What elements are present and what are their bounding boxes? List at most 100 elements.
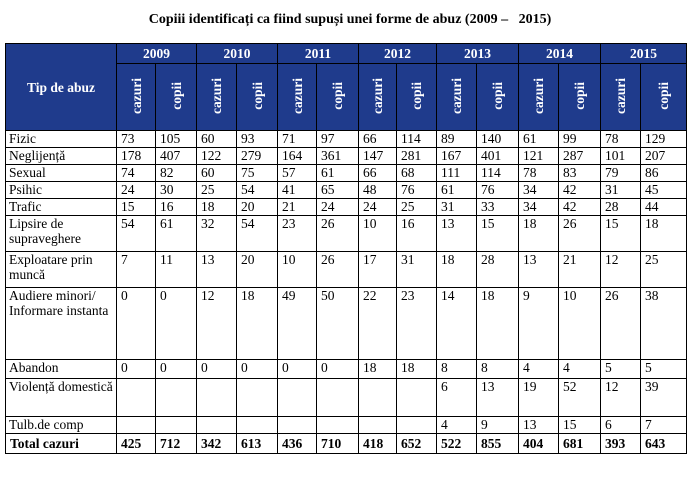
copii-header: copii xyxy=(558,63,602,131)
cazuri-cell: 18 xyxy=(436,251,478,288)
copii-cell: 42 xyxy=(558,198,602,216)
cazuri-cell: 48 xyxy=(358,181,398,199)
copii-cell: 18 xyxy=(476,287,520,360)
copii-cell: 76 xyxy=(396,181,438,199)
sub-header-label: copii xyxy=(168,81,184,110)
cazuri-cell xyxy=(277,416,317,434)
abuse-type-label: Tulb.de comp xyxy=(5,416,117,434)
copii-cell: 13 xyxy=(476,378,520,417)
abuse-type-label: Lipsire de supraveghere xyxy=(5,215,117,252)
copii-cell: 20 xyxy=(236,198,278,216)
table-row: Neglijență 178 407 122 279 164 361 147 281 167 401… xyxy=(5,147,688,165)
year-header: 2014 xyxy=(518,43,602,64)
cazuri-cell: 122 xyxy=(196,147,237,165)
copii-cell: 93 xyxy=(236,130,278,148)
sub-header-label: cazuri xyxy=(209,77,224,114)
abuse-type-label: Fizic xyxy=(5,130,117,148)
table-row: Tulb.de comp 4 9 13 15 6 7 xyxy=(5,416,688,434)
abuse-type-label: Exploatare prin muncă xyxy=(5,251,117,288)
copii-cell: 99 xyxy=(558,130,602,148)
copii-cell: 61 xyxy=(155,215,197,252)
cazuri-cell: 23 xyxy=(277,215,317,252)
year-header: 2009 xyxy=(116,43,197,64)
copii-cell: 8 xyxy=(476,359,520,379)
table-title: Copiii identificați ca fiind supuși unei… xyxy=(148,12,552,27)
copii-cell: 18 xyxy=(396,359,438,379)
copii-cell: 15 xyxy=(476,215,520,252)
copii-cell: 0 xyxy=(155,359,197,379)
total-cell: 404 xyxy=(518,433,560,454)
cazuri-header: cazuri xyxy=(358,63,398,131)
copii-header: copii xyxy=(396,63,438,131)
table-row: Sexual 74 82 60 75 57 61 66 68 111 114 78 83 79 86 xyxy=(5,164,688,182)
copii-cell: 50 xyxy=(315,287,360,360)
copii-cell: 5 xyxy=(640,359,688,379)
total-row: Total cazuri 425 712 342 613 436 710 418 652 522 8… xyxy=(5,433,688,454)
total-cell: 855 xyxy=(476,433,520,454)
copii-cell xyxy=(396,416,438,434)
cazuri-header: cazuri xyxy=(116,63,156,131)
copii-cell: 129 xyxy=(640,130,688,148)
copii-cell: 21 xyxy=(558,251,602,288)
copii-cell xyxy=(155,416,197,434)
cazuri-cell: 25 xyxy=(196,181,237,199)
copii-cell: 33 xyxy=(476,198,520,216)
abuse-type-label: Abandon xyxy=(5,359,117,379)
copii-cell: 279 xyxy=(236,147,278,165)
copii-cell xyxy=(236,378,278,417)
table-row: Trafic 15 16 18 20 21 24 24 25 31 33 34 42 28 44 xyxy=(5,198,688,216)
copii-cell: 26 xyxy=(315,251,360,288)
abuse-type-label: Sexual xyxy=(5,164,117,182)
cazuri-cell: 17 xyxy=(358,251,398,288)
total-cell: 418 xyxy=(358,433,398,454)
copii-cell: 28 xyxy=(476,251,520,288)
cazuri-cell xyxy=(277,378,317,417)
cazuri-cell: 15 xyxy=(600,215,642,252)
copii-cell: 140 xyxy=(476,130,520,148)
table-row: Fizic 73 105 60 93 71 97 66 114 89 140 61 99 78 129 xyxy=(5,130,688,148)
cazuri-cell: 164 xyxy=(277,147,317,165)
cazuri-cell: 6 xyxy=(436,378,478,417)
copii-cell: 4 xyxy=(558,359,602,379)
cazuri-cell: 34 xyxy=(518,181,560,199)
copii-cell: 54 xyxy=(236,181,278,199)
cazuri-cell: 147 xyxy=(358,147,398,165)
total-cell: 712 xyxy=(155,433,197,454)
table-row: Abandon 0 0 0 0 0 0 18 18 8 8 4 4 5 5 xyxy=(5,359,688,379)
copii-cell xyxy=(315,378,360,417)
copii-cell: 45 xyxy=(640,181,688,199)
copii-cell: 207 xyxy=(640,147,688,165)
cazuri-header: cazuri xyxy=(277,63,317,131)
copii-cell: 16 xyxy=(396,215,438,252)
abuse-statistics-table: Tip de abuz 2009 2010 2011 2012 2013 2014 2015… xyxy=(5,43,688,454)
cazuri-cell: 41 xyxy=(277,181,317,199)
abuse-type-label: Neglijență xyxy=(5,147,117,165)
cazuri-cell: 60 xyxy=(196,130,237,148)
cazuri-cell: 0 xyxy=(116,287,156,360)
copii-header: copii xyxy=(476,63,520,131)
copii-cell: 42 xyxy=(558,181,602,199)
total-cell: 681 xyxy=(558,433,602,454)
copii-header: copii xyxy=(236,63,278,131)
cazuri-cell: 10 xyxy=(277,251,317,288)
copii-cell: 18 xyxy=(640,215,688,252)
year-header: 2015 xyxy=(600,43,688,64)
copii-cell: 18 xyxy=(236,287,278,360)
copii-cell: 75 xyxy=(236,164,278,182)
cazuri-cell: 18 xyxy=(196,198,237,216)
cazuri-cell: 9 xyxy=(518,287,560,360)
sub-header-label: copii xyxy=(330,81,345,110)
copii-cell: 114 xyxy=(396,130,438,148)
table-row: Exploatare prin muncă 7 11 13 20 10 26 17 31 18 28… xyxy=(5,251,688,288)
cazuri-cell: 121 xyxy=(518,147,560,165)
total-cell: 613 xyxy=(236,433,278,454)
copii-cell: 25 xyxy=(396,198,438,216)
copii-cell xyxy=(315,416,360,434)
cazuri-cell: 13 xyxy=(196,251,237,288)
cazuri-cell: 74 xyxy=(116,164,156,182)
total-cell: 643 xyxy=(640,433,688,454)
cazuri-cell: 71 xyxy=(277,130,317,148)
copii-cell: 0 xyxy=(315,359,360,379)
copii-cell: 61 xyxy=(315,164,360,182)
copii-cell: 361 xyxy=(315,147,360,165)
